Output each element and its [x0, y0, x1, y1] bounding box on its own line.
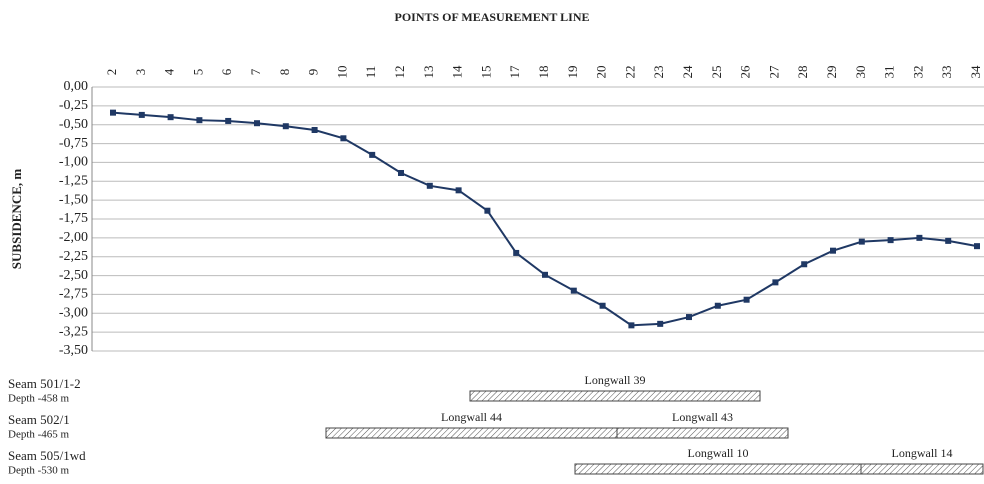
seam-depth: Depth -530 m [8, 465, 70, 477]
marker [369, 151, 376, 158]
marker [974, 243, 980, 250]
x-tick-label: 6 [219, 68, 234, 75]
y-tick-label: -1,50 [59, 192, 88, 207]
x-tick-label: 22 [622, 66, 637, 79]
longwall-label: Longwall 44 [441, 410, 502, 424]
marker [628, 322, 635, 329]
y-tick-label: -1,25 [59, 174, 88, 189]
longwall-label: Longwall 39 [585, 373, 646, 387]
x-tick-label: 27 [766, 65, 781, 79]
x-tick-label: 19 [565, 66, 580, 79]
marker [887, 237, 894, 244]
x-tick-label: 14 [450, 65, 465, 79]
x-tick-label: 18 [536, 66, 551, 79]
x-tick-label: 2 [104, 69, 119, 76]
marker [916, 234, 923, 241]
longwall-label: Longwall 43 [672, 410, 733, 424]
chart-title: POINTS OF MEASUREMENT LINE [394, 10, 589, 24]
x-tick-label: 3 [133, 69, 148, 76]
y-tick-label: -0,50 [59, 117, 88, 132]
marker [657, 320, 664, 327]
x-tick-label: 9 [306, 69, 321, 76]
marker [138, 111, 145, 118]
x-tick-label: 20 [594, 66, 609, 79]
x-tick-label: 31 [882, 66, 897, 79]
marker [426, 182, 433, 189]
marker [254, 120, 260, 127]
marker [484, 207, 491, 214]
marker [513, 249, 520, 256]
y-tick-label: -1,00 [59, 155, 88, 170]
seam-name: Seam 505/1wd [8, 448, 86, 463]
y-tick-label: -3,25 [59, 324, 88, 339]
longwall-label: Longwall 14 [892, 446, 953, 460]
x-tick-label: 10 [334, 66, 349, 79]
y-tick-label: -2,50 [59, 268, 88, 283]
x-tick-label: 5 [190, 69, 205, 76]
x-tick-label: 26 [738, 65, 753, 79]
y-tick-label: -3,50 [59, 343, 88, 358]
y-tick-label: -2,25 [59, 249, 88, 264]
y-tick-label: -2,75 [59, 287, 88, 302]
marker [398, 169, 404, 176]
marker [830, 247, 836, 254]
y-axis-label: SUBSIDENCE, m [9, 169, 24, 270]
x-tick-label: 29 [824, 66, 839, 79]
x-tick-label: 12 [392, 66, 407, 79]
marker [225, 117, 232, 124]
marker [714, 302, 721, 309]
x-tick-label: 24 [680, 65, 695, 79]
x-tick-label: 28 [795, 66, 810, 79]
x-tick-label: 23 [651, 66, 666, 79]
marker [801, 261, 808, 268]
x-tick-label: 34 [968, 65, 983, 79]
longwall-bar [469, 390, 761, 402]
y-tick-label: -0,75 [59, 136, 88, 151]
x-tick-label: 33 [939, 66, 954, 79]
marker [110, 109, 116, 116]
x-tick-label: 8 [277, 69, 292, 76]
marker [196, 117, 203, 124]
marker [858, 238, 865, 245]
marker [743, 296, 750, 303]
y-tick-label: -0,25 [59, 98, 88, 113]
x-tick-label: 13 [421, 66, 436, 79]
x-tick-label: 15 [478, 66, 493, 79]
x-tick-label: 17 [507, 65, 522, 79]
y-tick-label: -1,75 [59, 211, 88, 226]
marker [542, 271, 548, 278]
x-tick-label: 4 [162, 68, 177, 75]
marker [311, 126, 318, 133]
marker [455, 187, 462, 194]
longwall-bar [574, 463, 862, 475]
marker [570, 287, 577, 294]
x-tick-label: 7 [248, 68, 263, 75]
longwall-bar [860, 463, 984, 475]
marker [945, 237, 952, 244]
y-tick-label: 0,00 [64, 79, 89, 94]
seam-depth: Depth -458 m [8, 393, 70, 405]
x-tick-label: 32 [910, 66, 925, 79]
marker [340, 135, 347, 142]
marker [772, 279, 779, 286]
longwall-label: Longwall 10 [688, 446, 749, 460]
seam-depth: Depth -465 m [8, 429, 70, 441]
x-tick-label: 30 [853, 66, 868, 79]
marker [167, 114, 174, 121]
marker [599, 302, 606, 309]
x-tick-label: 11 [363, 66, 378, 79]
x-tick-label: 25 [709, 66, 724, 79]
seam-name: Seam 502/1 [8, 412, 70, 427]
y-tick-label: -2,00 [59, 230, 88, 245]
longwall-bar [616, 427, 789, 439]
y-tick-label: -3,00 [59, 306, 88, 321]
seam-name: Seam 501/1-2 [8, 376, 81, 391]
longwall-bar [325, 427, 618, 439]
marker [686, 314, 692, 321]
marker [282, 123, 289, 130]
